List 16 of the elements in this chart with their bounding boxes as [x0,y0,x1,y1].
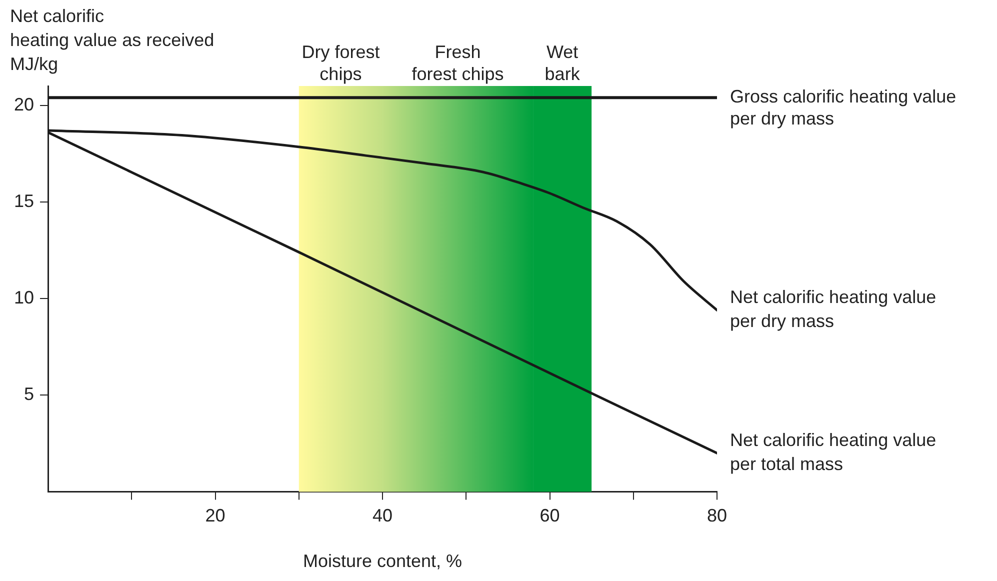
y-tick-label: 5 [24,384,34,404]
y-tick-label: 15 [14,190,34,211]
y-axis-title: Net calorific heating value as received MJ/kg [10,6,214,74]
x-tick-label: 80 [706,506,728,526]
x-axis-title: Moisture content, % [302,551,462,572]
series-label: Net calorific heating value per total mass [730,430,936,474]
x-tick-label: 40 [372,506,393,526]
band-label: Dry forest chips [302,42,380,84]
y-tick-label: 20 [14,94,34,114]
x-tick-label: 20 [205,506,226,526]
band-label: Wet bark [544,42,581,84]
ref-line-label: Gross calorific heating value per dry mass [730,86,956,129]
x-tick-label: 60 [540,506,560,526]
series-label: Net calorific heating value per dry mass [730,287,936,332]
band-label: Fresh forest chips [412,42,504,84]
y-tick-label: 10 [14,288,34,308]
